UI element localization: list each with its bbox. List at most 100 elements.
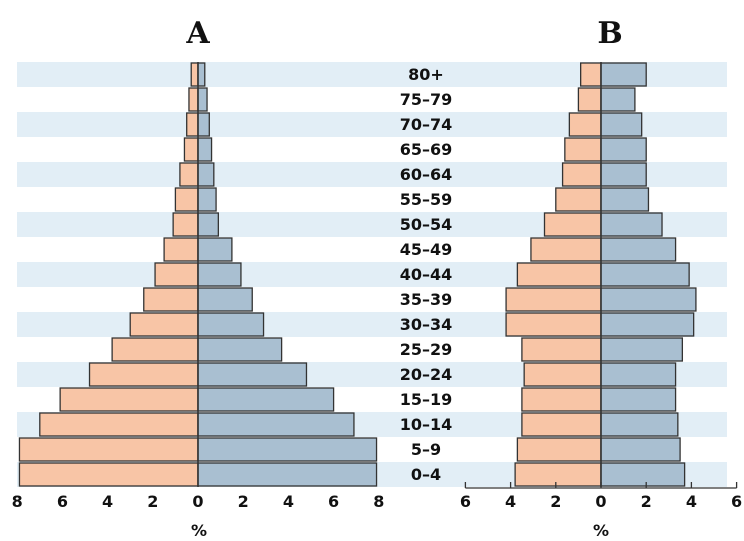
- age-label-65-69: 65–69: [400, 140, 453, 159]
- pyramid-a-bar-left-50-54: [172, 212, 199, 237]
- pyramid-b-bar-right-45-49: [600, 237, 677, 262]
- age-label-55-59: 55–59: [400, 190, 453, 209]
- pyramid-b-bar-right-40-44: [600, 262, 690, 287]
- pyramid-b-bar-right-55-59: [600, 187, 650, 212]
- pyramid-a-bar-left-35-39: [143, 287, 199, 312]
- pyramid-b-bar-left-70-74: [568, 112, 602, 137]
- age-label-70-74: 70–74: [400, 115, 453, 134]
- pyramid-a-bar-right-80plus: [197, 62, 206, 87]
- pyramid-b-bar-left-40-44: [516, 262, 602, 287]
- pyramid-b-tick-label: 4: [505, 492, 516, 511]
- pyramid-b-bar-left-20-24: [523, 362, 602, 387]
- pyramid-a-bar-left-5-9: [18, 437, 199, 462]
- pyramid-b-bar-right-75-79: [600, 87, 636, 112]
- age-label-75-79: 75–79: [400, 90, 453, 109]
- pyramid-a-tick-label: 4: [283, 492, 294, 511]
- pyramid-a-bar-left-15-19: [59, 387, 199, 412]
- pyramid-b-bar-right-15-19: [600, 387, 677, 412]
- age-label-20-24: 20–24: [400, 365, 453, 384]
- pyramid-a-bar-left-20-24: [88, 362, 199, 387]
- pyramid-b-tick-label: 0: [595, 492, 606, 511]
- pyramid-a-x-label: %: [191, 521, 207, 540]
- age-label-30-34: 30–34: [400, 315, 453, 334]
- pyramid-b-bar-left-25-29: [521, 337, 602, 362]
- pyramid-b-bar-left-80plus: [580, 62, 602, 87]
- pyramid-b-bar-right-25-29: [600, 337, 684, 362]
- pyramid-a-bar-right-0-4: [197, 462, 378, 487]
- pyramid-b-bar-right-30-34: [600, 312, 695, 337]
- pyramid-a-title: A: [185, 16, 210, 51]
- pyramid-b-bar-left-65-69: [564, 137, 602, 162]
- pyramid-a-bar-left-25-29: [111, 337, 199, 362]
- age-label-40-44: 40–44: [400, 265, 453, 284]
- pyramid-a-bar-right-65-69: [197, 137, 213, 162]
- pyramid-a-tick-label: 2: [238, 492, 249, 511]
- pyramid-b-bar-right-35-39: [600, 287, 697, 312]
- pyramid-b-title: B: [597, 16, 622, 51]
- pyramid-a-x-axis: 8 6 4 2 0 2 4 6 8: [12, 492, 385, 511]
- age-label-5-9: 5–9: [411, 440, 441, 459]
- pyramid-a-bar-right-70-74: [197, 112, 210, 137]
- pyramid-a-tick-label: 4: [102, 492, 113, 511]
- pyramid-b-bar-left-45-49: [530, 237, 602, 262]
- pyramid-a: [18, 62, 378, 487]
- pyramid-b-bar-right-0-4: [600, 462, 686, 487]
- pyramid-a-bar-left-65-69: [183, 137, 199, 162]
- age-label-45-49: 45–49: [400, 240, 453, 259]
- pyramid-b: [505, 62, 697, 487]
- pyramid-a-bar-right-60-64: [197, 162, 215, 187]
- pyramid-a-tick-label: 8: [12, 492, 23, 511]
- pyramid-b-bar-left-30-34: [505, 312, 602, 337]
- pyramid-a-bar-left-70-74: [186, 112, 199, 137]
- age-label-35-39: 35–39: [400, 290, 453, 309]
- age-label-0-4: 0–4: [411, 465, 441, 484]
- pyramid-a-bar-right-15-19: [197, 387, 335, 412]
- pyramid-a-bar-right-75-79: [197, 87, 208, 112]
- pyramid-b-x-label: %: [593, 521, 609, 540]
- pyramid-a-tick-label: 6: [328, 492, 339, 511]
- pyramid-a-bar-right-25-29: [197, 337, 283, 362]
- pyramid-a-bar-right-35-39: [197, 287, 253, 312]
- pyramid-a-bar-right-40-44: [197, 262, 242, 287]
- pyramid-a-tick-label: 8: [373, 492, 384, 511]
- pyramid-b-bar-left-35-39: [505, 287, 602, 312]
- pyramid-b-tick-label: 2: [641, 492, 652, 511]
- pyramid-a-bar-left-45-49: [163, 237, 199, 262]
- pyramid-a-bar-right-55-59: [197, 187, 217, 212]
- pyramid-b-bar-right-70-74: [600, 112, 643, 137]
- pyramid-a-bar-left-75-79: [188, 87, 199, 112]
- pyramid-a-bar-right-10-14: [197, 412, 355, 437]
- pyramid-a-bar-left-40-44: [154, 262, 199, 287]
- pyramid-b-bar-left-55-59: [555, 187, 602, 212]
- pyramid-b-bar-right-80plus: [600, 62, 647, 87]
- pyramid-b-bar-left-0-4: [514, 462, 602, 487]
- pyramid-a-bar-right-5-9: [197, 437, 378, 462]
- pyramid-a-bar-left-60-64: [179, 162, 199, 187]
- pyramid-a-bar-left-0-4: [18, 462, 199, 487]
- pyramid-b-tick-label: 6: [460, 492, 471, 511]
- pyramid-b-bar-left-50-54: [543, 212, 602, 237]
- pyramid-b-bar-right-5-9: [600, 437, 681, 462]
- pyramid-b-bar-left-10-14: [521, 412, 602, 437]
- pyramid-a-bar-left-55-59: [174, 187, 199, 212]
- pyramid-a-bar-right-50-54: [197, 212, 219, 237]
- pyramid-a-bar-right-30-34: [197, 312, 265, 337]
- pyramid-b-bar-right-10-14: [600, 412, 679, 437]
- pyramid-a-bar-left-10-14: [39, 412, 199, 437]
- pyramid-b-x-axis: 6 4 2 0 2 4 6: [460, 482, 742, 511]
- pyramid-b-bar-right-20-24: [600, 362, 677, 387]
- pyramid-a-bar-left-80plus: [190, 62, 199, 87]
- age-label-80plus: 80+: [408, 65, 444, 84]
- pyramid-b-bar-right-60-64: [600, 162, 647, 187]
- age-label-50-54: 50–54: [400, 215, 453, 234]
- age-group-labels: 80+ 75–79 70–74 65–69 60–64 55–59 50–54 45–49 40…: [400, 65, 453, 484]
- pyramid-a-tick-label: 2: [147, 492, 158, 511]
- pyramid-b-tick-label: 6: [731, 492, 742, 511]
- pyramid-b-bar-left-75-79: [577, 87, 602, 112]
- pyramid-b-tick-label: 2: [550, 492, 561, 511]
- pyramid-a-bar-right-20-24: [197, 362, 308, 387]
- age-label-25-29: 25–29: [400, 340, 453, 359]
- pyramid-b-bar-right-65-69: [600, 137, 647, 162]
- pyramid-b-bar-left-5-9: [516, 437, 602, 462]
